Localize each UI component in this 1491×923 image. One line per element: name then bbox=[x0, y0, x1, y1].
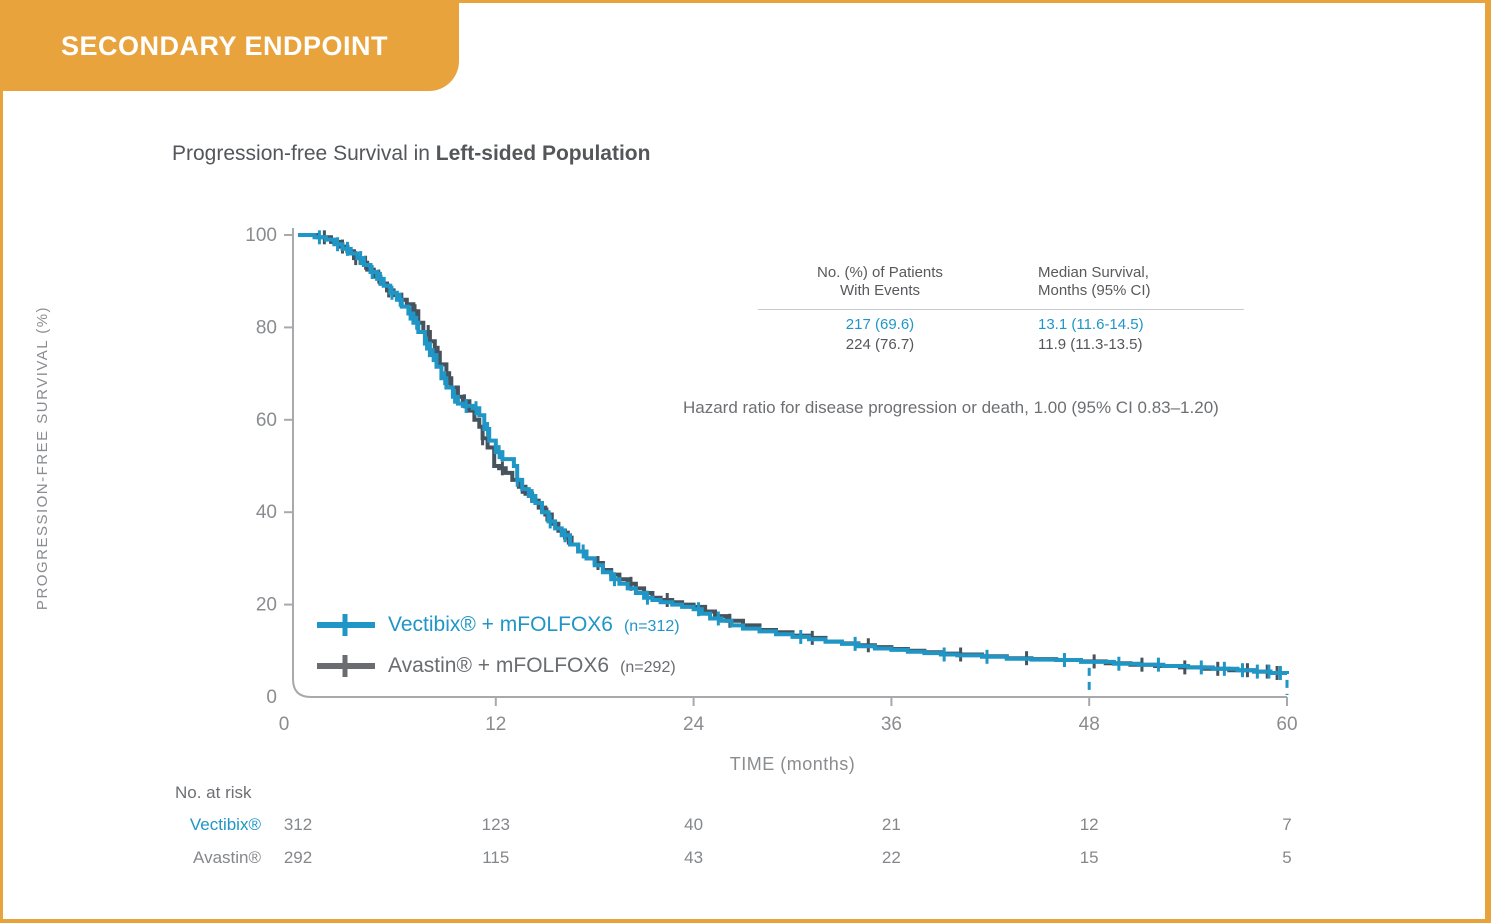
km-chart-canvas: 0 20 40 60 80 100 0 12 24 36 48 60 bbox=[245, 225, 1297, 735]
median-column-header: Median Survival, Months (95% CI) bbox=[1038, 264, 1244, 300]
vectibix-censor-marker-icon bbox=[317, 614, 375, 636]
avastin-median-value: 11.9 (11.3-13.5) bbox=[1038, 336, 1143, 353]
at-risk-row-name: Vectibix® bbox=[189, 815, 261, 834]
y-axis-title: PROGRESSION-FREE SURVIVAL (%) bbox=[34, 305, 51, 611]
y-tick-label: 40 bbox=[256, 502, 277, 523]
at-risk-value: 292 bbox=[283, 848, 313, 867]
table-header-row: No. (%) of Patients With Events Median S… bbox=[758, 264, 1244, 300]
x-tick-label: 0 bbox=[279, 714, 290, 735]
no-at-risk-label: No. at risk bbox=[175, 783, 252, 802]
at-risk-value: 312 bbox=[283, 815, 313, 834]
chart-title-prefix: Progression-free Survival in bbox=[172, 142, 436, 165]
events-median-table: No. (%) of Patients With Events Median S… bbox=[758, 264, 1244, 355]
at-risk-row-name: Avastin® bbox=[193, 848, 261, 867]
x-tick-label: 24 bbox=[683, 714, 705, 735]
y-tick-label: 60 bbox=[256, 410, 277, 431]
legend-item-vectibix: Vectibix® + mFOLFOX6 (n=312) bbox=[315, 611, 680, 639]
x-axis-title: TIME (months) bbox=[729, 754, 856, 774]
avastin-censor-marker-icon bbox=[317, 655, 375, 677]
hazard-ratio-text: Hazard ratio for disease progression or … bbox=[683, 398, 1219, 417]
at-risk-value: 40 bbox=[684, 815, 704, 834]
secondary-endpoint-banner: SECONDARY ENDPOINT bbox=[3, 3, 459, 91]
at-risk-value: 21 bbox=[881, 815, 901, 834]
median-header-line1: Median Survival, bbox=[1038, 264, 1149, 281]
chart-title-population: Left-sided Population bbox=[435, 142, 651, 165]
y-tick-label: 0 bbox=[266, 687, 277, 708]
events-header-line2: With Events bbox=[839, 282, 921, 299]
events-header-line1: No. (%) of Patients bbox=[817, 264, 943, 281]
at-risk-value: 5 bbox=[1282, 848, 1292, 867]
y-tick-label: 100 bbox=[245, 225, 277, 246]
at-risk-value: 12 bbox=[1079, 815, 1099, 834]
events-column-header: No. (%) of Patients With Events bbox=[758, 264, 1002, 300]
km-curve-vectibix bbox=[298, 233, 1289, 675]
at-risk-value: 7 bbox=[1282, 815, 1292, 834]
x-tick-label: 60 bbox=[1276, 714, 1297, 735]
median-header-line2: Months (95% CI) bbox=[1038, 282, 1151, 299]
at-risk-value: 123 bbox=[481, 815, 510, 834]
vectibix-median-value: 13.1 (11.6-14.5) bbox=[1038, 316, 1144, 333]
chart-title: Progression-free Survival in Left-sided … bbox=[172, 142, 650, 166]
x-tick-label: 48 bbox=[1079, 714, 1100, 735]
at-risk-value: 115 bbox=[482, 848, 510, 867]
at-risk-value: 15 bbox=[1079, 848, 1099, 867]
vectibix-events-value: 217 (69.6) bbox=[845, 316, 915, 333]
banner-label: SECONDARY ENDPOINT bbox=[61, 31, 389, 61]
y-tick-label: 80 bbox=[256, 317, 277, 338]
legend-item-avastin: Avastin® + mFOLFOX6 (n=292) bbox=[315, 652, 676, 680]
table-row-vectibix: 217 (69.6) 13.1 (11.6-14.5) bbox=[758, 315, 1244, 335]
avastin-events-value: 224 (76.7) bbox=[845, 336, 915, 353]
x-tick-label: 12 bbox=[485, 714, 506, 735]
table-divider bbox=[758, 309, 1244, 310]
x-tick-label: 36 bbox=[881, 714, 902, 735]
table-row-avastin: 224 (76.7) 11.9 (11.3-13.5) bbox=[758, 335, 1244, 355]
y-tick-label: 20 bbox=[256, 595, 277, 616]
legend-label-avastin: Avastin® + mFOLFOX6 bbox=[388, 654, 610, 677]
legend-n-vectibix: (n=312) bbox=[623, 617, 680, 635]
legend-label-vectibix: Vectibix® + mFOLFOX6 bbox=[388, 613, 613, 636]
axis-spine bbox=[292, 228, 1287, 698]
legend-n-avastin: (n=292) bbox=[620, 658, 676, 676]
at-risk-value: 22 bbox=[881, 848, 901, 867]
at-risk-value: 43 bbox=[684, 848, 704, 867]
